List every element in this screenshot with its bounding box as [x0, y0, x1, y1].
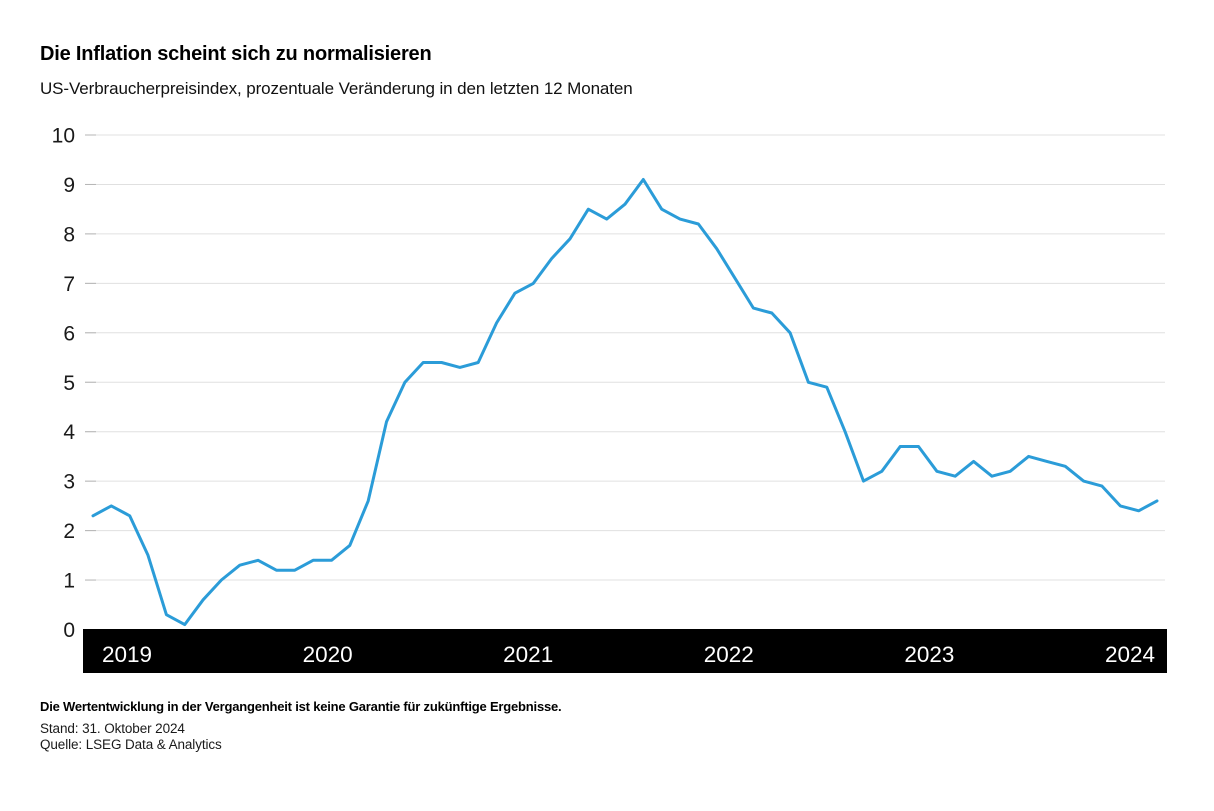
y-axis-label: 10 — [52, 125, 75, 148]
x-axis-year-label: 2023 — [904, 642, 954, 667]
y-axis-label: 6 — [63, 322, 75, 345]
x-axis-year-label: 2019 — [102, 642, 152, 667]
y-axis-label: 5 — [63, 372, 75, 395]
x-axis-year-label: 2022 — [704, 642, 754, 667]
x-axis-year-label: 2024 — [1105, 642, 1155, 667]
inflation-line — [91, 178, 1159, 627]
y-axis-label: 0 — [63, 619, 75, 642]
page-subtitle: US-Verbraucherpreisindex, prozentuale Ve… — [40, 79, 633, 98]
chart-header: Die Inflation scheint sich zu normalisie… — [40, 42, 633, 99]
y-axis-label: 3 — [63, 471, 75, 494]
y-axis-label: 4 — [63, 421, 75, 444]
x-axis-year-label: 2021 — [503, 642, 553, 667]
disclaimer-text: Die Wertentwicklung in der Vergangenheit… — [40, 699, 562, 714]
x-axis-year-label: 2020 — [303, 642, 353, 667]
page-title: Die Inflation scheint sich zu normalisie… — [40, 43, 432, 65]
y-axis-label: 7 — [63, 273, 75, 296]
y-axis-label: 2 — [63, 520, 75, 543]
y-axis-label: 1 — [63, 570, 75, 593]
y-axis-label: 8 — [63, 223, 75, 246]
as-of-date: Stand: 31. Oktober 2024 — [40, 721, 185, 736]
chart-footer: Die Wertentwicklung in der Vergangenheit… — [40, 699, 562, 753]
source-text: Quelle: LSEG Data & Analytics — [40, 737, 222, 752]
x-axis-bar — [83, 629, 1167, 673]
y-axis-label: 9 — [63, 174, 75, 197]
